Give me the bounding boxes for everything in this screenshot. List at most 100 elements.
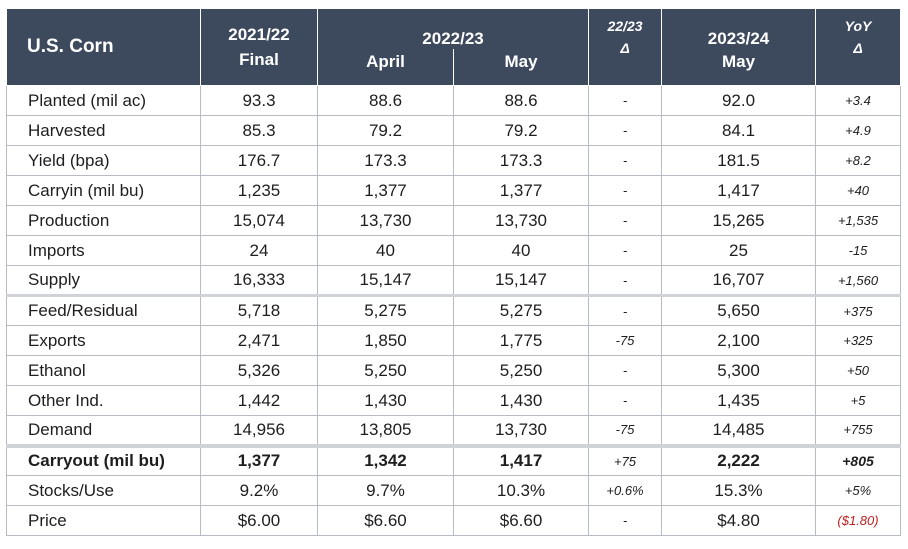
row-label: Carryin (mil bu) xyxy=(6,175,201,206)
value-2023-24-may: 5,650 xyxy=(661,294,817,326)
value-yoy-change: +1,560 xyxy=(815,265,902,296)
value-2022-23-may: 13,730 xyxy=(452,205,590,236)
value-22-23-change: -75 xyxy=(588,325,663,356)
value-2022-23-april: 5,250 xyxy=(317,355,454,386)
row-label: Exports xyxy=(6,325,201,356)
row-label: Imports xyxy=(6,235,201,266)
header-22-23-change: 22/23 Δ xyxy=(588,8,663,86)
value-2021-22: 24 xyxy=(200,235,318,266)
value-2022-23-may: 88.6 xyxy=(452,85,590,116)
value-2022-23-april: 9.7% xyxy=(317,475,454,506)
row-label: Feed/Residual xyxy=(6,294,201,326)
table-row: Demand 14,956 13,805 13,730 -75 14,485 +755 xyxy=(6,415,902,446)
value-22-23-change: +75 xyxy=(588,443,663,476)
value-2022-23-may: 13,730 xyxy=(452,415,590,446)
value-22-23-change: +0.6% xyxy=(588,475,663,506)
value-yoy-change: +40 xyxy=(815,175,902,206)
table-row: Harvested 85.3 79.2 79.2-84.1 +4.9 xyxy=(6,115,902,146)
value-2021-22: 15,074 xyxy=(200,205,318,236)
value-2021-22: 5,718 xyxy=(200,294,318,326)
row-label: Yield (bpa) xyxy=(6,145,201,176)
row-label: Demand xyxy=(6,415,201,446)
value-2022-23-may: 1,775 xyxy=(452,325,590,356)
value-2021-22: 9.2% xyxy=(200,475,318,506)
value-2022-23-may: 10.3% xyxy=(452,475,590,506)
table-row: Supply 16,333 15,147 15,147-16,707 +1,560 xyxy=(6,265,902,296)
value-22-23-change: - xyxy=(588,145,663,176)
header-yoy-change: YoY Δ xyxy=(815,8,902,86)
value-2023-24-may: 5,300 xyxy=(661,355,817,386)
value-2022-23-april: 173.3 xyxy=(317,145,454,176)
table-row: Exports 2,471 1,850 1,775 -75 2,100 +325 xyxy=(6,325,902,356)
value-2022-23-april: 15,147 xyxy=(317,265,454,296)
value-2021-22: 2,471 xyxy=(200,325,318,356)
value-2021-22: 176.7 xyxy=(200,145,318,176)
header-change-delta: Δ xyxy=(620,40,630,56)
value-2022-23-may: 1,417 xyxy=(452,443,590,476)
value-2023-24-may: 1,435 xyxy=(661,385,817,416)
value-2021-22: 85.3 xyxy=(200,115,318,146)
value-22-23-change: - xyxy=(588,294,663,326)
row-label: Carryout (mil bu) xyxy=(6,443,201,476)
header-yoy-label: YoY xyxy=(844,18,872,34)
value-2022-23-april: 1,850 xyxy=(317,325,454,356)
value-2022-23-april: 79.2 xyxy=(317,115,454,146)
header-2021-final: Final xyxy=(239,50,279,69)
value-2021-22: 14,956 xyxy=(200,415,318,446)
value-yoy-change: ($1.80) xyxy=(815,505,902,536)
row-label: Harvested xyxy=(6,115,201,146)
value-2022-23-may: $6.60 xyxy=(452,505,590,536)
value-22-23-change: - xyxy=(588,355,663,386)
table-title: U.S. Corn xyxy=(6,8,201,86)
header-2022-23: 2022/23 xyxy=(316,8,590,49)
value-22-23-change: -75 xyxy=(588,415,663,446)
header-april: April xyxy=(317,49,454,86)
header-2021-year: 2021/22 xyxy=(228,25,290,44)
value-2023-24-may: 84.1 xyxy=(661,115,817,146)
row-label: Ethanol xyxy=(6,355,201,386)
value-2022-23-may: 79.2 xyxy=(452,115,590,146)
value-2023-24-may: 1,417 xyxy=(661,175,817,206)
value-2022-23-may: 40 xyxy=(452,235,590,266)
value-yoy-change: +805 xyxy=(815,443,902,476)
value-2021-22: 5,326 xyxy=(200,355,318,386)
value-2023-24-may: 2,100 xyxy=(661,325,817,356)
value-2021-22: 93.3 xyxy=(200,85,318,116)
table-row: Carryin (mil bu) 1,235 1,377 1,377-1,417 +40 xyxy=(6,175,902,206)
value-2023-24-may: 2,222 xyxy=(661,443,817,476)
value-yoy-change: -15 xyxy=(815,235,902,266)
header-2021-22: 2021/22 Final xyxy=(200,8,318,86)
value-2021-22: 16,333 xyxy=(200,265,318,296)
value-2021-22: 1,377 xyxy=(200,443,318,476)
table-row: Planted (mil ac) 93.3 88.6 88.6-92.0 +3.4 xyxy=(6,85,902,116)
value-2022-23-april: 1,377 xyxy=(317,175,454,206)
row-label: Other Ind. xyxy=(6,385,201,416)
row-label: Stocks/Use xyxy=(6,475,201,506)
value-yoy-change: +3.4 xyxy=(815,85,902,116)
table-row: Yield (bpa) 176.7 173.3 173.3-181.5 +8.2 xyxy=(6,145,902,176)
table-row: Feed/Residual 5,718 5,275 5,275-5,650 +375 xyxy=(6,294,902,326)
value-yoy-change: +5% xyxy=(815,475,902,506)
value-2022-23-april: $6.60 xyxy=(317,505,454,536)
row-label: Production xyxy=(6,205,201,236)
value-22-23-change: - xyxy=(588,175,663,206)
value-2022-23-april: 40 xyxy=(317,235,454,266)
value-2021-22: 1,442 xyxy=(200,385,318,416)
value-2021-22: 1,235 xyxy=(200,175,318,206)
value-2022-23-april: 88.6 xyxy=(317,85,454,116)
value-yoy-change: +325 xyxy=(815,325,902,356)
header-2023-24: 2023/24 xyxy=(661,8,817,49)
value-2022-23-april: 5,275 xyxy=(317,294,454,326)
value-2023-24-may: 14,485 xyxy=(661,415,817,446)
value-yoy-change: +1,535 xyxy=(815,205,902,236)
header-change-year: 22/23 xyxy=(607,18,643,34)
value-2022-23-april: 13,730 xyxy=(317,205,454,236)
table-row: Other Ind. 1,442 1,430 1,430-1,435 +5 xyxy=(6,385,902,416)
value-2022-23-may: 1,430 xyxy=(452,385,590,416)
row-label: Supply xyxy=(6,265,201,296)
value-2022-23-april: 1,342 xyxy=(317,443,454,476)
corn-balance-table: U.S. Corn 2021/22 Final 2022/23 22/23 Δ … xyxy=(6,8,902,536)
table-row: Stocks/Use 9.2% 9.7% 10.3% +0.6% 15.3% +5% xyxy=(6,475,902,506)
value-2022-23-may: 1,377 xyxy=(452,175,590,206)
value-2023-24-may: 25 xyxy=(661,235,817,266)
